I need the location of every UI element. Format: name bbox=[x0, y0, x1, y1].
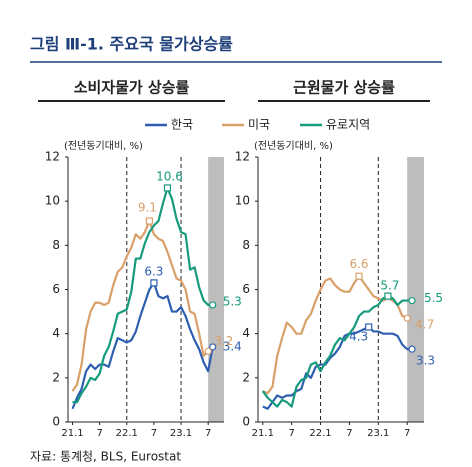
data-label: 6.3 bbox=[144, 264, 163, 278]
x-tick-label: 22.1 bbox=[116, 428, 138, 439]
y-tick-label: 8 bbox=[242, 238, 250, 252]
y-tick-label: 12 bbox=[45, 150, 60, 164]
x-tick-label: 21.1 bbox=[252, 428, 274, 439]
x-tick-label: 7 bbox=[205, 428, 211, 439]
legend-label: 미국 bbox=[248, 118, 270, 132]
peak-marker bbox=[145, 217, 153, 225]
data-label: 5.7 bbox=[380, 279, 399, 293]
panel-title: 근원물가 상승률 bbox=[293, 79, 395, 97]
y-tick-label: 0 bbox=[242, 415, 250, 429]
peak-marker bbox=[150, 279, 158, 287]
x-tick-label: 23.1 bbox=[170, 428, 192, 439]
end-marker bbox=[209, 301, 217, 309]
end-marker bbox=[408, 296, 416, 305]
x-tick-label: 23.1 bbox=[367, 428, 389, 439]
y-tick-label: 2 bbox=[242, 370, 250, 384]
peak-marker bbox=[365, 323, 373, 331]
y-tick-label: 4 bbox=[242, 326, 250, 340]
data-label: 3.3 bbox=[416, 354, 435, 368]
end-marker bbox=[403, 314, 411, 322]
x-tick-label: 7 bbox=[404, 428, 410, 439]
figure-title: 그림 Ⅲ-1. 주요국 물가상승률 bbox=[30, 35, 233, 54]
y-tick-label: 0 bbox=[52, 415, 60, 429]
y-tick-label: 10 bbox=[45, 194, 60, 208]
end-marker bbox=[204, 347, 212, 355]
series-line bbox=[72, 186, 213, 404]
y-axis-label: (전년동기대비, %) bbox=[254, 140, 333, 152]
data-label: 5.5 bbox=[424, 291, 443, 305]
data-label: 5.3 bbox=[223, 294, 242, 308]
legend-label: 한국 bbox=[171, 118, 193, 132]
x-tick-label: 22.1 bbox=[309, 428, 331, 439]
x-tick-label: 7 bbox=[346, 428, 352, 439]
series-line bbox=[71, 219, 209, 392]
x-tick-label: 7 bbox=[96, 428, 102, 439]
peak-marker bbox=[384, 292, 392, 300]
x-tick-label: 21.1 bbox=[61, 428, 83, 439]
x-tick-label: 7 bbox=[151, 428, 157, 439]
data-label: 3.4 bbox=[223, 339, 242, 353]
y-tick-label: 6 bbox=[52, 282, 60, 296]
peak-marker bbox=[355, 272, 363, 280]
source: 자료: 통계청, BLS, Eurostat bbox=[30, 450, 181, 464]
panel-title: 소비자물가 상승률 bbox=[74, 79, 190, 97]
y-tick-label: 8 bbox=[52, 238, 60, 252]
end-marker bbox=[209, 343, 217, 351]
y-tick-label: 12 bbox=[235, 150, 250, 164]
series-line bbox=[262, 275, 408, 395]
data-label: 9.1 bbox=[138, 201, 157, 215]
series-line bbox=[71, 281, 214, 410]
data-label: 4.7 bbox=[415, 318, 434, 332]
series-line bbox=[262, 325, 412, 410]
shaded-period bbox=[208, 157, 224, 422]
data-label: 4.3 bbox=[349, 330, 368, 344]
x-tick-label: 7 bbox=[288, 428, 294, 439]
y-tick-label: 4 bbox=[52, 326, 60, 340]
data-label: 10.6 bbox=[156, 169, 183, 183]
y-tick-label: 6 bbox=[242, 282, 250, 296]
end-marker bbox=[408, 345, 416, 353]
shaded-period bbox=[407, 157, 424, 422]
peak-marker bbox=[163, 184, 172, 192]
y-tick-label: 2 bbox=[52, 370, 60, 384]
data-label: 3.2 bbox=[214, 334, 233, 348]
data-label: 6.6 bbox=[349, 257, 368, 271]
legend-label: 유로지역 bbox=[326, 118, 370, 132]
y-axis-label: (전년동기대비, %) bbox=[64, 140, 143, 152]
y-tick-label: 10 bbox=[235, 194, 250, 208]
